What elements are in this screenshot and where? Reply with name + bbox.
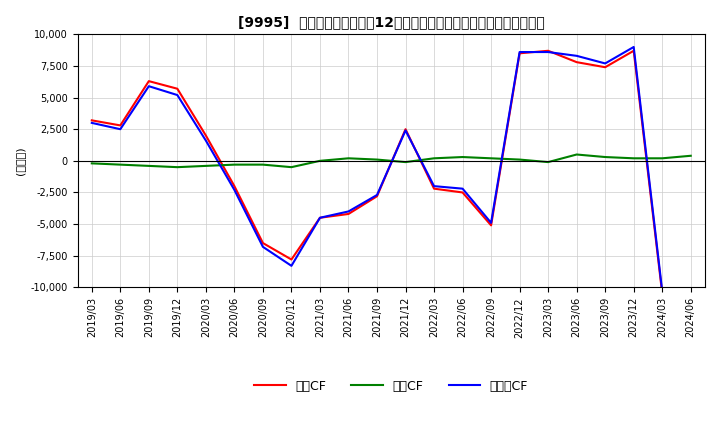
営業CF: [658, 291, 667, 296]
営業CF: [458, 190, 467, 195]
投資CF: [373, 157, 382, 162]
フリーCF: [629, 44, 638, 50]
フリーCF: [373, 192, 382, 198]
営業CF: [202, 133, 210, 138]
フリーCF: [230, 187, 239, 193]
投資CF: [258, 162, 267, 167]
フリーCF: [315, 215, 324, 220]
営業CF: [230, 183, 239, 189]
フリーCF: [258, 244, 267, 249]
営業CF: [373, 194, 382, 199]
営業CF: [173, 86, 181, 92]
投資CF: [145, 163, 153, 169]
営業CF: [87, 118, 96, 123]
フリーCF: [173, 92, 181, 98]
Line: 投資CF: 投資CF: [91, 154, 690, 167]
Title: [9995]  キャッシュフローの12か月移動合計の対前年同期増減額の推移: [9995] キャッシュフローの12か月移動合計の対前年同期増減額の推移: [238, 15, 544, 29]
投資CF: [572, 152, 581, 157]
投資CF: [601, 154, 610, 160]
投資CF: [230, 162, 239, 167]
投資CF: [458, 154, 467, 160]
フリーCF: [516, 49, 524, 55]
営業CF: [430, 186, 438, 191]
投資CF: [202, 163, 210, 169]
投資CF: [116, 162, 125, 167]
営業CF: [145, 78, 153, 84]
営業CF: [487, 223, 495, 228]
営業CF: [287, 257, 296, 262]
営業CF: [344, 211, 353, 216]
フリーCF: [601, 61, 610, 66]
フリーCF: [401, 128, 410, 133]
フリーCF: [487, 220, 495, 225]
投資CF: [629, 156, 638, 161]
Legend: 営業CF, 投資CF, フリーCF: 営業CF, 投資CF, フリーCF: [249, 374, 534, 398]
フリーCF: [544, 49, 552, 55]
投資CF: [516, 157, 524, 162]
フリーCF: [116, 127, 125, 132]
営業CF: [516, 51, 524, 56]
フリーCF: [202, 138, 210, 143]
営業CF: [258, 240, 267, 246]
営業CF: [544, 48, 552, 53]
投資CF: [315, 158, 324, 164]
投資CF: [401, 159, 410, 165]
投資CF: [686, 153, 695, 158]
投資CF: [658, 156, 667, 161]
フリーCF: [344, 209, 353, 214]
投資CF: [87, 161, 96, 166]
投資CF: [344, 156, 353, 161]
フリーCF: [572, 53, 581, 59]
フリーCF: [458, 186, 467, 191]
営業CF: [401, 127, 410, 132]
Line: フリーCF: フリーCF: [91, 47, 662, 291]
投資CF: [173, 165, 181, 170]
営業CF: [572, 59, 581, 65]
フリーCF: [658, 289, 667, 294]
営業CF: [601, 65, 610, 70]
営業CF: [629, 48, 638, 53]
営業CF: [315, 215, 324, 220]
Y-axis label: (百万円): (百万円): [15, 147, 25, 175]
フリーCF: [287, 263, 296, 268]
Line: 営業CF: 営業CF: [91, 51, 662, 293]
投資CF: [287, 165, 296, 170]
投資CF: [430, 156, 438, 161]
フリーCF: [430, 183, 438, 189]
フリーCF: [87, 120, 96, 125]
フリーCF: [145, 84, 153, 89]
投資CF: [544, 159, 552, 165]
投資CF: [487, 156, 495, 161]
営業CF: [116, 123, 125, 128]
